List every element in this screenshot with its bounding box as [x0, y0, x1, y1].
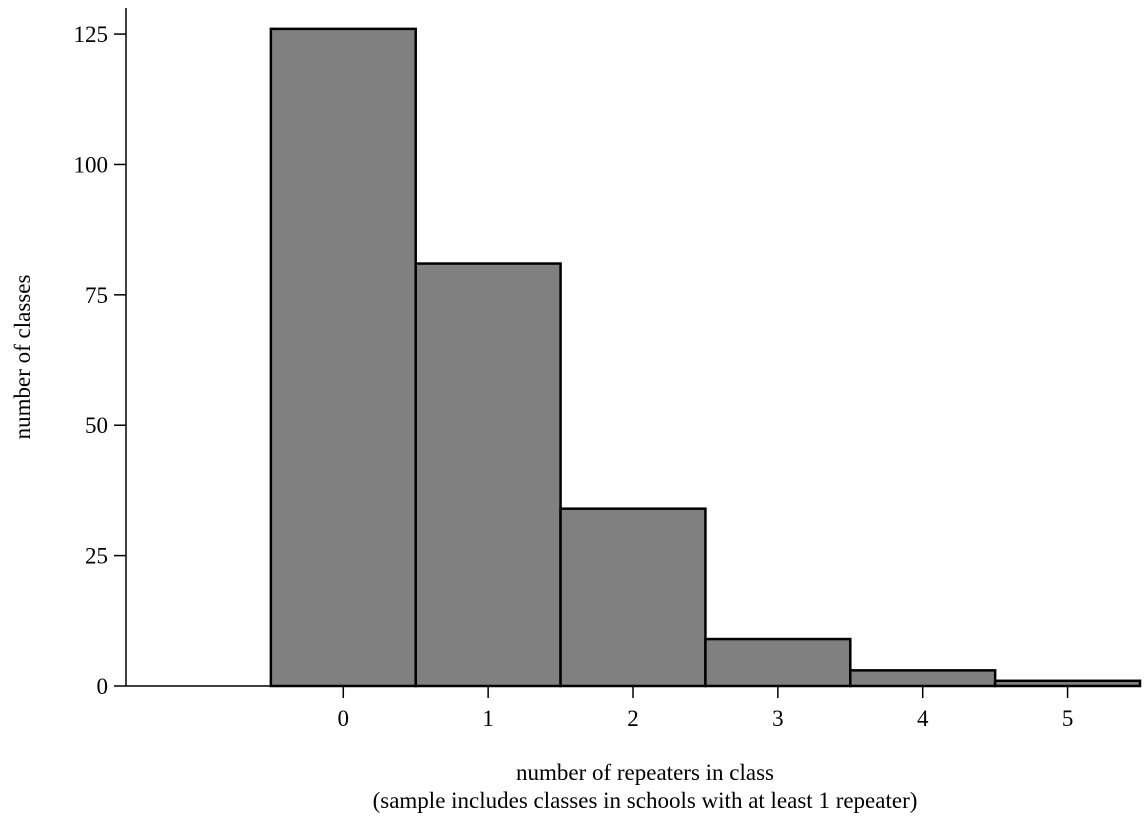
x-tick-label-3: 3 [772, 706, 784, 731]
y-ticks-group: 0 25 50 75 100 125 [74, 22, 126, 699]
y-tick-label-50: 50 [85, 413, 108, 438]
y-tick-label-125: 125 [74, 22, 109, 47]
y-tick-label-75: 75 [85, 283, 108, 308]
y-tick-label-25: 25 [85, 544, 108, 569]
bar-0 [269, 27, 417, 688]
x-tick-label-1: 1 [482, 706, 494, 731]
x-tick-label-5: 5 [1062, 706, 1074, 731]
y-tick-label-0: 0 [97, 674, 109, 699]
bar-5 [993, 679, 1142, 688]
bar-3 [704, 637, 852, 688]
x-axis-note: (sample includes classes in schools with… [373, 788, 918, 813]
x-axis-title: number of repeaters in class [516, 760, 774, 785]
y-tick-label-100: 100 [74, 152, 109, 177]
x-tick-label-4: 4 [917, 706, 929, 731]
y-axis-title: number of classes [10, 275, 35, 440]
x-tick-label-2: 2 [627, 706, 639, 731]
x-ticks-group: 0 1 2 3 4 5 [338, 686, 1074, 731]
bars-group [269, 27, 1142, 688]
bar-2 [559, 507, 707, 688]
bar-1 [414, 262, 562, 688]
bar-4 [849, 669, 997, 688]
x-tick-label-0: 0 [338, 706, 350, 731]
